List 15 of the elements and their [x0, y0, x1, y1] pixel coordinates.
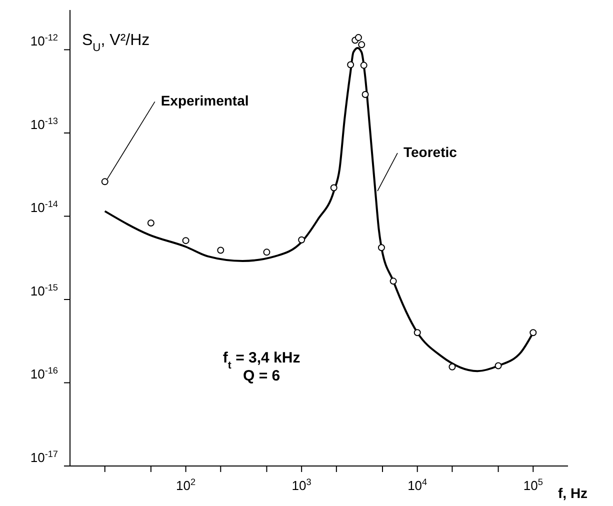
x-tick-label: 10$^{5}$ — [523, 477, 543, 493]
annotation: Q = 6 — [243, 368, 280, 385]
y-axis-title: S$_{U}$, V²/Hz — [82, 32, 150, 54]
y-tick-label: 10$^{-15}$ — [30, 282, 58, 298]
x-tick-label: 10$^{2}$ — [176, 477, 196, 493]
y-tick-label: 10$^{-17}$ — [30, 449, 58, 465]
text: Experimental — [160, 92, 249, 109]
text: Teoretic — [404, 144, 458, 160]
x-axis-title: f, Hz — [558, 485, 588, 501]
y-tick-label: 10$^{-13}$ — [30, 116, 58, 132]
x-tick-label: 10$^{4}$ — [408, 477, 428, 493]
y-tick-label: 10$^{-14}$ — [30, 199, 58, 216]
y-tick-label: 10$^{-16}$ — [30, 366, 58, 382]
x-tick-label: 10$^{3}$ — [292, 477, 312, 493]
y-tick-label: 10$^{-12}$ — [30, 32, 58, 49]
